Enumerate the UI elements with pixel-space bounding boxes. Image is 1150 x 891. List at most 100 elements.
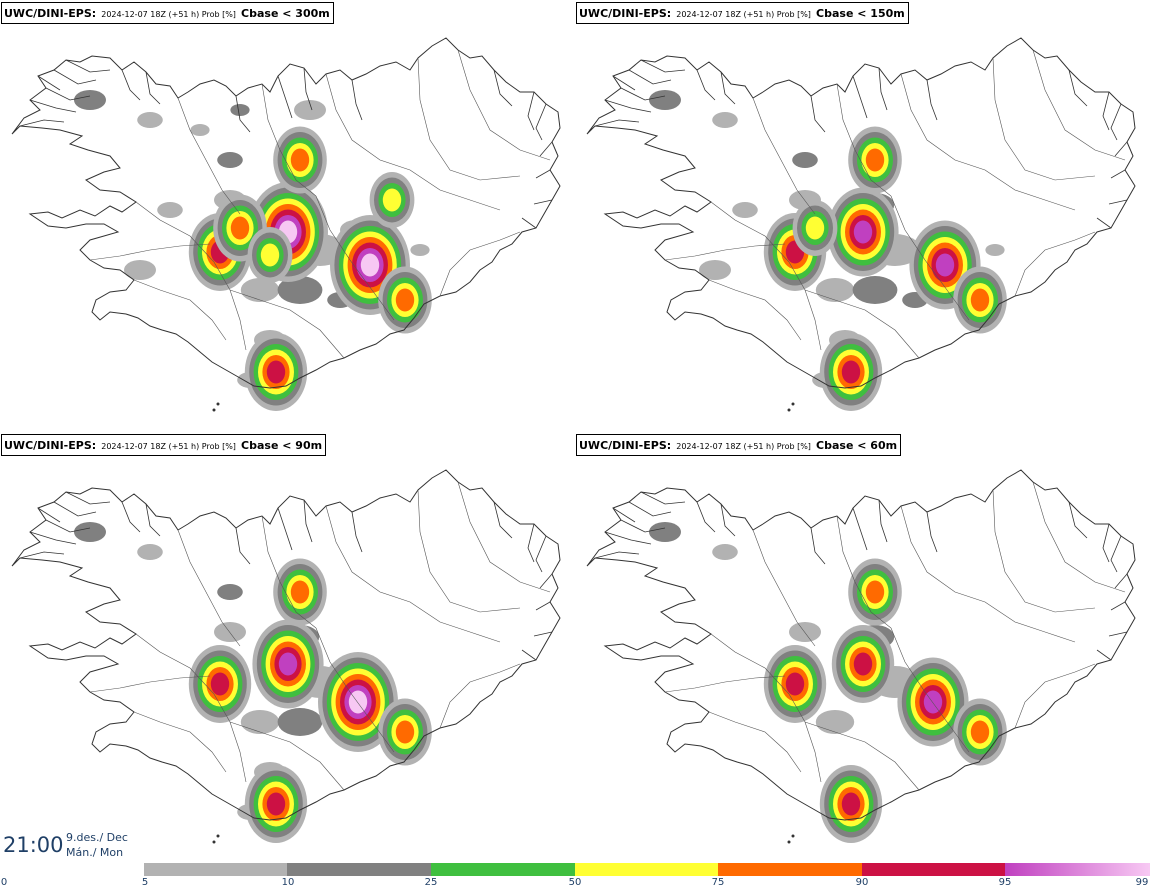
probability-area	[217, 584, 243, 600]
fjord-line	[521, 649, 537, 661]
legend-tick: 10	[281, 877, 295, 888]
island	[212, 408, 216, 412]
iceland-map	[11, 37, 561, 412]
fjord-line	[521, 217, 537, 229]
probability-contour	[290, 580, 310, 604]
fjord-line	[628, 501, 672, 517]
panel-title: UWC/DINI-EPS: 2024-12-07 18Z (+51 h) Pro…	[1, 434, 327, 456]
legend-bin	[431, 863, 575, 876]
fjord-line	[145, 71, 161, 105]
fjord-line	[277, 75, 293, 119]
valid-weekday: Mán./ Mon	[66, 846, 124, 859]
title-separator: :	[666, 439, 672, 452]
probability-contour	[853, 220, 873, 244]
cbase-threshold: Cbase < 150m	[816, 7, 905, 20]
fjord-line	[810, 95, 826, 133]
legend-color-bar	[144, 863, 1150, 876]
fjord-line	[45, 519, 91, 533]
region-boundary	[1014, 663, 1096, 729]
fjord-line	[1108, 199, 1128, 205]
region-boundary	[1014, 231, 1096, 297]
region-boundary	[900, 505, 1076, 643]
panel-title: UWC/DINI-EPS: 2024-12-07 18Z (+51 h) Pro…	[576, 434, 902, 456]
legend-bin	[1005, 863, 1149, 876]
probability-contour	[395, 720, 415, 744]
coastline	[11, 469, 561, 821]
probability-contour	[865, 580, 885, 604]
fjord-line	[45, 87, 91, 101]
region-boundary	[710, 201, 822, 351]
fjord-line	[594, 119, 640, 127]
fjord-line	[1114, 141, 1128, 157]
region-boundary	[708, 711, 802, 773]
island	[791, 402, 795, 406]
region-boundary	[664, 675, 786, 693]
island	[216, 402, 220, 406]
fjord-line	[351, 511, 363, 553]
island	[216, 834, 220, 838]
fjord-line	[539, 141, 553, 157]
probability-area	[230, 104, 250, 116]
region-boundary	[804, 289, 920, 359]
fjord-line	[1108, 631, 1128, 637]
coastline	[586, 37, 1136, 389]
region-boundary	[315, 195, 395, 321]
probability-area	[277, 708, 323, 736]
run-info: 2024-12-07 18Z (+51 h) Prob [%]	[101, 10, 236, 19]
probability-legend: 0 5 10 25 50 75 90 95 99	[0, 863, 1150, 891]
probability-area	[217, 152, 243, 168]
fjord-line	[640, 59, 686, 73]
legend-tick: 75	[711, 877, 725, 888]
probability-area	[649, 522, 681, 542]
title-separator: :	[91, 7, 97, 20]
probability-contour	[278, 652, 298, 676]
iceland-map	[586, 37, 1136, 412]
iceland-map	[586, 469, 1136, 844]
legend-tick: 90	[855, 877, 869, 888]
probability-area	[712, 544, 738, 560]
probability-contour	[970, 288, 990, 312]
fjord-line	[604, 531, 652, 545]
fjord-line	[235, 95, 251, 133]
probability-area	[789, 622, 821, 642]
legend-tick: 0	[0, 877, 8, 888]
map-panel-cbase-150: UWC/DINI-EPS: 2024-12-07 18Z (+51 h) Pro…	[575, 0, 1150, 430]
region-boundary	[261, 515, 317, 629]
region-boundary	[836, 515, 892, 629]
region-boundary	[133, 279, 227, 341]
model-label: UWC/DINI-EPS	[4, 439, 92, 452]
region-boundary	[417, 57, 521, 181]
fjord-line	[53, 69, 97, 85]
fjord-line	[878, 67, 888, 111]
title-separator: :	[91, 439, 97, 452]
cbase-threshold: Cbase < 60m	[816, 439, 898, 452]
region-boundary	[325, 505, 501, 643]
region-boundary	[836, 83, 892, 197]
probability-area	[699, 260, 731, 280]
probability-contour	[266, 360, 286, 384]
region-boundary	[752, 529, 816, 647]
fjord-line	[53, 501, 97, 517]
fjord-line	[1068, 501, 1088, 539]
fjord-line	[612, 507, 636, 523]
probability-contour	[853, 652, 873, 676]
region-boundary	[900, 73, 1076, 211]
title-separator: :	[666, 7, 672, 20]
probability-contour	[841, 792, 861, 816]
fjord-line	[539, 573, 553, 589]
model-label: UWC/DINI-EPS	[579, 7, 667, 20]
fjord-line	[1110, 103, 1122, 141]
region-boundary	[710, 633, 822, 783]
probability-area	[74, 90, 106, 110]
region-boundary	[229, 289, 345, 359]
fjord-line	[29, 531, 77, 545]
run-info: 2024-12-07 18Z (+51 h) Prob [%]	[676, 10, 811, 19]
panel-title: UWC/DINI-EPS: 2024-12-07 18Z (+51 h) Pro…	[576, 2, 909, 24]
probability-contour	[360, 253, 380, 277]
fjord-line	[620, 519, 666, 533]
fjord-line	[121, 501, 141, 533]
fjord-line	[878, 499, 888, 543]
fjord-line	[852, 75, 868, 119]
region-boundary	[417, 489, 521, 613]
fjord-line	[1110, 169, 1126, 179]
